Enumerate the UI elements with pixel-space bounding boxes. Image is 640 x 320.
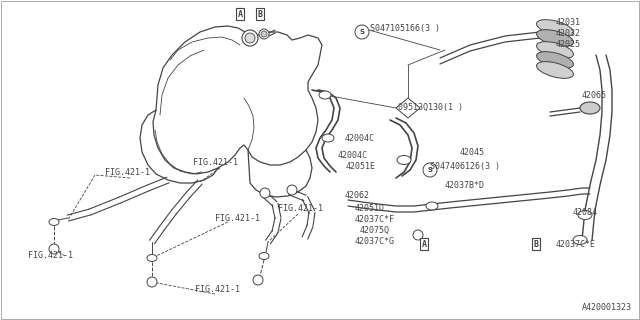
Text: 42051E: 42051E [346,162,376,171]
Ellipse shape [536,42,573,58]
Ellipse shape [578,211,592,220]
Text: 42037C*F: 42037C*F [355,214,395,223]
Circle shape [253,275,263,285]
Text: 42031: 42031 [556,18,581,27]
Circle shape [423,163,437,177]
Text: 42084: 42084 [573,207,598,217]
Circle shape [261,31,267,37]
Circle shape [260,188,270,198]
Ellipse shape [536,52,573,68]
Text: 42004C: 42004C [345,133,375,142]
Ellipse shape [536,20,573,36]
Text: S: S [428,167,433,173]
Ellipse shape [49,219,59,226]
Polygon shape [153,26,322,174]
Text: 42037B*D: 42037B*D [445,180,485,189]
Ellipse shape [397,156,411,164]
Text: FIG.421-1: FIG.421-1 [278,204,323,212]
Circle shape [49,244,59,254]
Text: FIG.421-1: FIG.421-1 [195,285,240,294]
Text: B: B [257,10,262,19]
Text: A: A [422,239,426,249]
Text: 42051D: 42051D [355,204,385,212]
Text: S047105166(3 ): S047105166(3 ) [370,23,440,33]
Text: 42065: 42065 [582,91,607,100]
Text: A420001323: A420001323 [582,303,632,312]
Text: 09513Q130(1 ): 09513Q130(1 ) [398,102,463,111]
Text: FIG.421-1: FIG.421-1 [215,213,260,222]
Ellipse shape [322,134,334,142]
Text: B: B [534,239,538,249]
Circle shape [242,30,258,46]
Text: S047406126(3 ): S047406126(3 ) [430,162,500,171]
Text: FIG.421-1: FIG.421-1 [105,167,150,177]
Text: 42045: 42045 [460,148,485,156]
Text: FIG.421-1: FIG.421-1 [28,252,73,260]
Circle shape [413,230,423,240]
Ellipse shape [573,236,587,244]
Text: 42004C: 42004C [338,150,368,159]
Ellipse shape [426,202,438,210]
Circle shape [147,277,157,287]
Ellipse shape [147,254,157,261]
Ellipse shape [580,102,600,114]
Text: 42075Q: 42075Q [360,226,390,235]
Text: 42032: 42032 [556,28,581,37]
Text: A: A [237,10,243,19]
Text: 42025: 42025 [556,39,581,49]
Ellipse shape [536,62,573,78]
Circle shape [355,25,369,39]
Ellipse shape [259,252,269,260]
Circle shape [245,33,255,43]
Text: S: S [360,29,365,35]
Circle shape [259,29,269,39]
Circle shape [287,185,297,195]
Ellipse shape [536,30,573,46]
Text: 42062: 42062 [345,190,370,199]
Text: 42037C*E: 42037C*E [556,239,596,249]
Polygon shape [396,98,420,118]
Text: 42037C*G: 42037C*G [355,236,395,245]
Text: FIG.421-1: FIG.421-1 [193,157,238,166]
Ellipse shape [319,91,331,99]
